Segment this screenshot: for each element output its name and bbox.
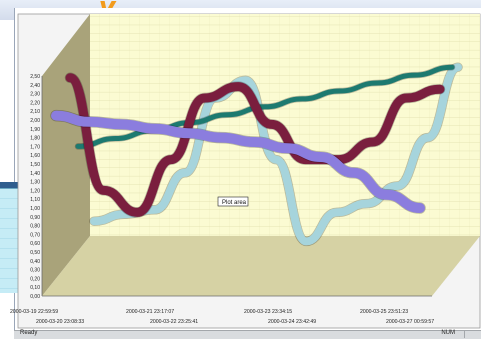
status-bar: Ready NUM [14, 330, 481, 339]
y-tick-label: 0,00 [30, 294, 40, 300]
y-tick-label: 0,70 [30, 232, 40, 238]
x-tick-labels: 2000-03-19 22:59:59 2000-03-21 23:17:07 20… [10, 309, 434, 325]
x-tick-label: 2000-03-24 23:42:49 [268, 319, 316, 325]
y-tick-label: 1,70 [30, 144, 40, 150]
x-tick-label: 2000-03-22 23:25:41 [150, 319, 198, 325]
y-tick-label: 1,40 [30, 171, 40, 177]
background-slide-panel [0, 188, 22, 293]
y-tick-label: 0,20 [30, 276, 40, 282]
y-tick-label: 0,60 [30, 241, 40, 247]
series-ribbon[interactable] [51, 110, 425, 213]
y-tick-label: 0,10 [30, 285, 40, 291]
y-tick-label: 0,30 [30, 268, 40, 274]
y-tick-label: 0,90 [30, 215, 40, 221]
x-tick-label: 2000-03-25 23:51:23 [360, 309, 408, 315]
x-tick-label: 2000-03-20 23:08:33 [36, 319, 84, 325]
plot-area-label: Plot area [222, 200, 247, 206]
x-tick-label: 2000-03-21 23:17:07 [126, 309, 174, 315]
floor [42, 236, 480, 296]
y-tick-label: 1,30 [30, 180, 40, 186]
y-tick-label: 1,90 [30, 127, 40, 133]
y-tick-label: 1,20 [30, 188, 40, 194]
status-ready: Ready [20, 330, 38, 336]
y-tick-label: 0,80 [30, 224, 40, 230]
y-tick-label: 1,10 [30, 197, 40, 203]
size-grip[interactable] [464, 331, 479, 338]
series-ribbon[interactable] [75, 64, 455, 149]
y-tick-label: 2,20 [30, 100, 40, 106]
x-tick-label: 2000-03-19 22:59:59 [10, 309, 58, 315]
y-tick-label: 0,40 [30, 259, 40, 265]
y-tick-label: 0,50 [30, 250, 40, 256]
plot-area-tooltip [217, 196, 249, 207]
y-tick-label: 1,50 [30, 162, 40, 168]
status-num: NUM [441, 330, 455, 336]
y-tick-labels: 2,50 2,40 2,30 2,20 2,10 2,00 1,90 1,80 1,70 1,60… [30, 74, 40, 300]
y-tick-label: 1,00 [30, 206, 40, 212]
y-tick-label: 1,60 [30, 153, 40, 159]
y-tick-label: 2,30 [30, 92, 40, 98]
y-tick-label: 2,40 [30, 83, 40, 89]
y-tick-label: 2,50 [30, 74, 40, 80]
x-tick-label: 2000-03-27 00:59:57 [386, 319, 434, 325]
y-tick-label: 1,80 [30, 136, 40, 142]
series-ribbon[interactable] [90, 63, 462, 246]
series-ribbon[interactable] [65, 73, 445, 217]
x-tick-label: 2000-03-23 23:34:15 [244, 309, 292, 315]
series-group [50, 62, 463, 247]
y-tick-label: 2,10 [30, 109, 40, 115]
y-tick-label: 2,00 [30, 118, 40, 124]
